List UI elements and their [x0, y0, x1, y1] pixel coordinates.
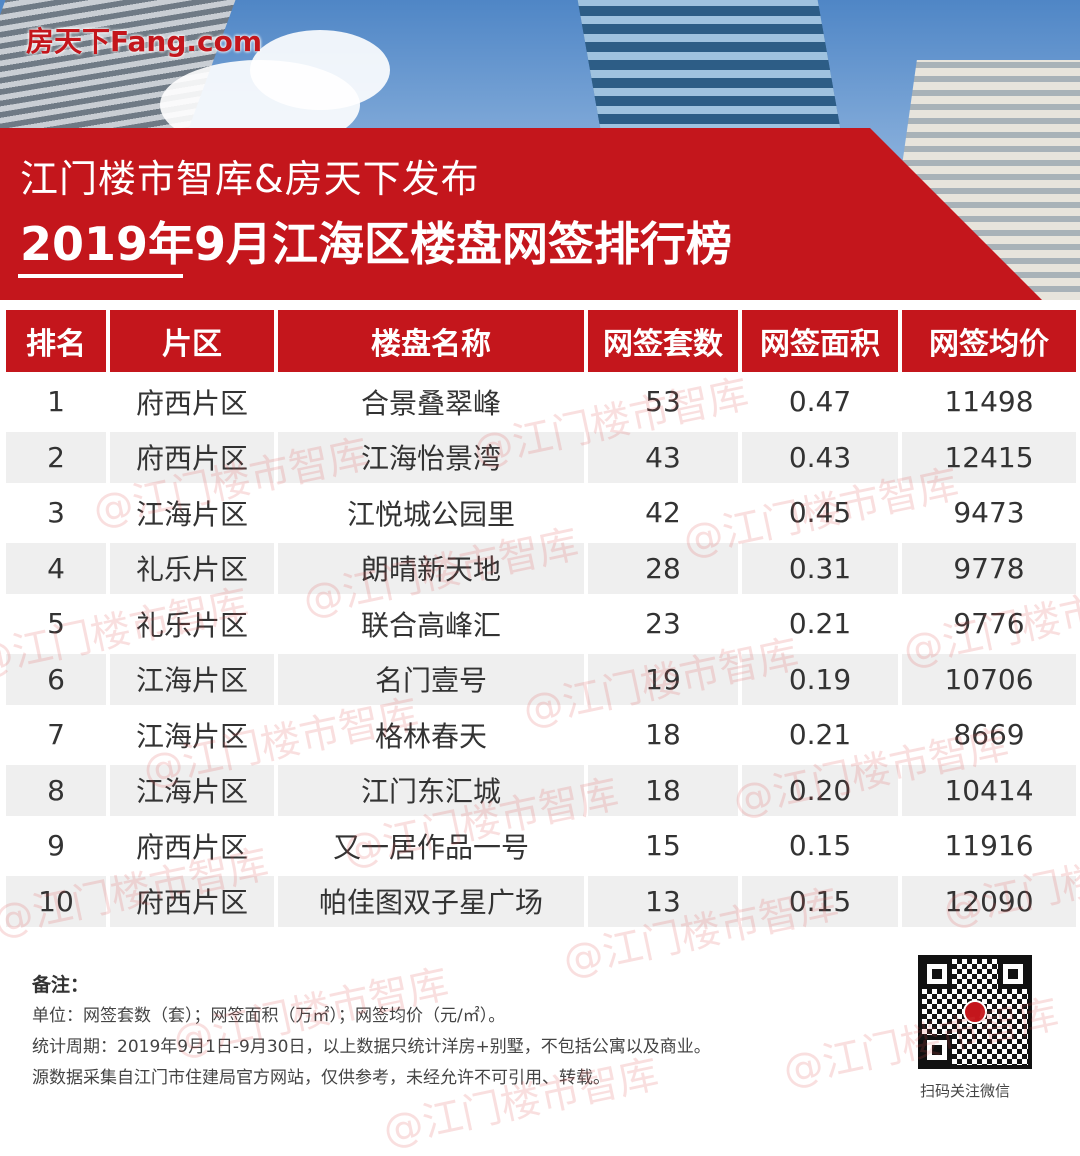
- cell-price: 10706: [902, 653, 1076, 705]
- cell-district: 江海片区: [110, 764, 274, 816]
- cell-district: 府西片区: [135, 386, 248, 420]
- cell-rank: 4: [6, 542, 106, 594]
- cell-area: 0.19: [742, 653, 898, 705]
- cell-project: 名门壹号: [278, 653, 584, 705]
- table-row: 6 江海片区 名门壹号 19 0.19 10706: [6, 653, 1076, 705]
- cell-rank: 3: [47, 496, 65, 530]
- cell-units: 43: [588, 431, 738, 483]
- cell-price: 12090: [902, 875, 1076, 927]
- header-units: 网签套数: [588, 310, 738, 372]
- cell-district: 府西片区: [135, 830, 248, 864]
- cell-area: 0.47: [788, 385, 852, 419]
- cell-rank: 8: [6, 764, 106, 816]
- cell-district: 府西片区: [110, 875, 274, 927]
- cell-district: 府西片区: [110, 431, 274, 483]
- cell-price: 11916: [944, 829, 1034, 863]
- cell-units: 42: [645, 496, 681, 530]
- cell-district: 江海片区: [110, 653, 274, 705]
- qr-logo-icon: [963, 1000, 987, 1024]
- cell-price: 11498: [944, 385, 1034, 419]
- cell-area: 0.45: [788, 496, 852, 530]
- cell-area: 0.20: [742, 764, 898, 816]
- cell-area: 0.43: [742, 431, 898, 483]
- header-area: 网签面积: [742, 310, 898, 372]
- cell-area: 0.15: [788, 829, 852, 863]
- cell-units: 18: [588, 764, 738, 816]
- table-row: 7 江海片区 格林春天 18 0.21 8669: [6, 709, 1076, 761]
- cell-district: 礼乐片区: [110, 542, 274, 594]
- title-underline: [18, 274, 183, 278]
- table-row: 1 府西片区 合景叠翠峰 53 0.47 11498: [6, 376, 1076, 428]
- cell-rank: 5: [47, 607, 65, 641]
- header-price: 网签均价: [902, 310, 1076, 372]
- header-project: 楼盘名称: [278, 310, 584, 372]
- cell-area: 0.21: [788, 718, 852, 752]
- cell-rank: 1: [47, 385, 65, 419]
- cell-rank: 9: [47, 829, 65, 863]
- table-row: 9 府西片区 又一居作品一号 15 0.15 11916: [6, 820, 1076, 872]
- title-banner: [0, 128, 1042, 300]
- cell-project: 帕佳图双子星广场: [278, 875, 584, 927]
- cell-rank: 7: [47, 718, 65, 752]
- cell-units: 19: [588, 653, 738, 705]
- notes-line: 单位：网签套数（套）；网签面积（万㎡）；网签均价（元/㎡）。: [32, 1006, 506, 1026]
- cell-project: 又一居作品一号: [332, 830, 529, 864]
- cell-project: 江门东汇城: [278, 764, 584, 816]
- cell-units: 15: [645, 829, 681, 863]
- cell-area: 0.31: [742, 542, 898, 594]
- page-title: 2019年9月江海区楼盘网签排行榜: [20, 217, 733, 271]
- table-row: 5 礼乐片区 联合高峰汇 23 0.21 9776: [6, 598, 1076, 650]
- cell-units: 23: [645, 607, 681, 641]
- cell-price: 9776: [953, 607, 1025, 641]
- table-row: 8 江海片区 江门东汇城 18 0.20 10414: [6, 764, 1076, 816]
- ranking-table: 排名 片区 楼盘名称 网签套数 网签面积 网签均价 1 府西片区 合景叠翠峰 53 0.…: [2, 306, 1080, 931]
- table-row: 10 府西片区 帕佳图双子星广场 13 0.15 12090: [6, 875, 1076, 927]
- cell-price: 10414: [902, 764, 1076, 816]
- header-district: 片区: [110, 310, 274, 372]
- table-row: 2 府西片区 江海怡景湾 43 0.43 12415: [6, 431, 1076, 483]
- cell-project: 江海怡景湾: [278, 431, 584, 483]
- cell-units: 53: [645, 385, 681, 419]
- cell-project: 江悦城公园里: [346, 497, 515, 531]
- cell-price: 9778: [902, 542, 1076, 594]
- cell-units: 18: [645, 718, 681, 752]
- notes-line: 源数据采集自江门市住建局官方网站，仅供参考，未经允许不可引用、转载。: [32, 1068, 610, 1088]
- cell-price: 9473: [953, 496, 1025, 530]
- cell-units: 28: [588, 542, 738, 594]
- notes-line: 统计周期：2019年9月1日-9月30日，以上数据只统计洋房+别墅，不包括公寓以…: [32, 1037, 711, 1057]
- cell-area: 0.21: [788, 607, 852, 641]
- subtitle: 江门楼市智库&房天下发布: [20, 157, 480, 201]
- fang-logo: 房天下Fang.com: [26, 25, 263, 58]
- cell-area: 0.15: [742, 875, 898, 927]
- cell-district: 江海片区: [135, 497, 248, 531]
- table-row: 4 礼乐片区 朗晴新天地 28 0.31 9778: [6, 542, 1076, 594]
- cell-project: 格林春天: [374, 719, 487, 753]
- cell-project: 联合高峰汇: [360, 608, 501, 642]
- table-row: 3 江海片区 江悦城公园里 42 0.45 9473: [6, 487, 1076, 539]
- qr-code: [918, 955, 1032, 1069]
- cell-rank: 6: [6, 653, 106, 705]
- notes: 备注： 单位：网签套数（套）；网签面积（万㎡）；网签均价（元/㎡）。 统计周期：…: [32, 970, 711, 1094]
- cell-project: 合景叠翠峰: [360, 386, 501, 420]
- cell-price: 8669: [953, 718, 1025, 752]
- table-header-row: 排名 片区 楼盘名称 网签套数 网签面积 网签均价: [6, 310, 1076, 372]
- cell-rank: 10: [6, 875, 106, 927]
- header-rank: 排名: [6, 310, 106, 372]
- qr-label: 扫码关注微信: [920, 1082, 1011, 1100]
- cell-district: 礼乐片区: [135, 608, 248, 642]
- notes-heading: 备注：: [32, 974, 90, 996]
- cell-units: 13: [588, 875, 738, 927]
- cell-price: 12415: [902, 431, 1076, 483]
- cell-rank: 2: [6, 431, 106, 483]
- cell-project: 朗晴新天地: [278, 542, 584, 594]
- cell-district: 江海片区: [135, 719, 248, 753]
